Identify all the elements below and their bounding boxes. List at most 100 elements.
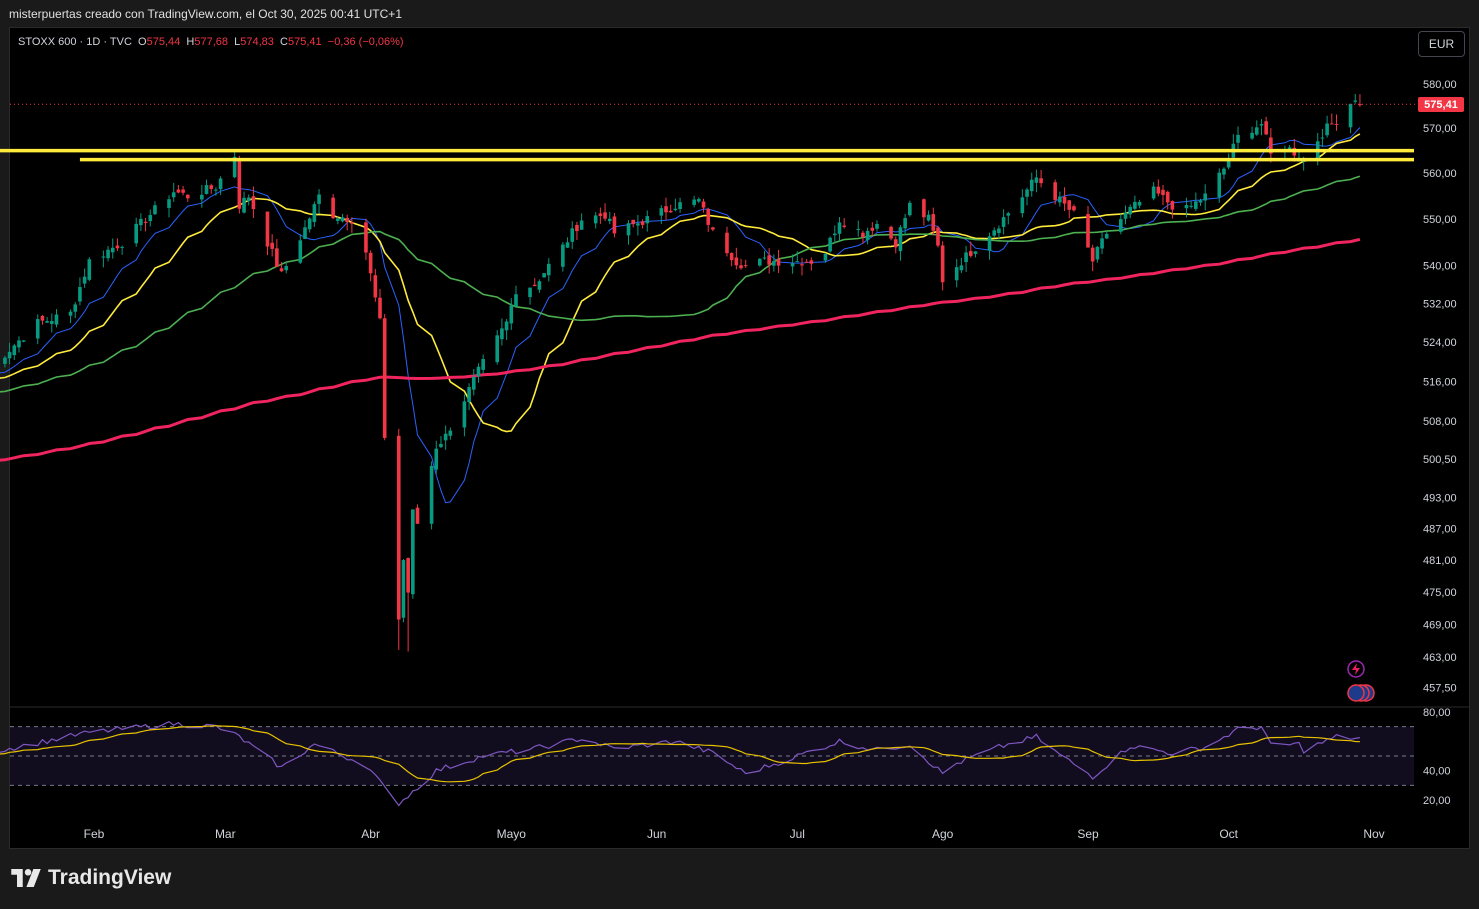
candle-body <box>1269 137 1273 154</box>
moving-average-line[interactable] <box>0 237 1361 462</box>
candle-body <box>1119 219 1123 232</box>
candle-body <box>631 219 635 225</box>
price-tick-label: 532,00 <box>1423 299 1457 311</box>
candle-body <box>368 252 373 274</box>
candle-body <box>336 218 340 221</box>
candle-body <box>1034 177 1039 183</box>
candle-body <box>964 252 968 263</box>
candle-body <box>898 227 903 252</box>
candle-body <box>209 185 214 189</box>
candle-body <box>1095 246 1100 260</box>
candle-body <box>997 228 1001 234</box>
currency-button[interactable]: EUR <box>1418 31 1465 57</box>
price-tick-label: 481,00 <box>1423 555 1457 567</box>
candle-body <box>973 251 978 254</box>
candle-body <box>922 199 926 218</box>
candle-body <box>495 335 500 363</box>
low-value: 574,83 <box>240 36 274 48</box>
rsi-tick-label: 40,00 <box>1423 766 1451 778</box>
candle-body <box>908 202 912 216</box>
candle-body <box>82 276 87 284</box>
candle-body <box>861 232 865 238</box>
lightning-icon-ring <box>1347 660 1365 678</box>
candle-body <box>1053 182 1057 200</box>
candle-body <box>406 558 410 593</box>
candle-body <box>139 218 143 226</box>
candle-body <box>265 211 270 247</box>
candle-body <box>514 294 518 307</box>
candle-body <box>204 185 209 194</box>
candle-body <box>429 465 434 524</box>
candle-body <box>434 448 439 470</box>
time-tick-label: Mar <box>215 827 236 841</box>
candle-body <box>439 443 443 448</box>
candle-body <box>7 351 12 359</box>
candle-body <box>1325 123 1329 136</box>
candle-body <box>1151 186 1156 199</box>
candle-body <box>936 227 940 246</box>
candle-body <box>579 220 584 230</box>
candle-body <box>1203 193 1208 201</box>
price-tick-label: 508,00 <box>1423 416 1457 428</box>
candle-body <box>21 340 26 342</box>
candle-body <box>54 314 59 325</box>
candle-body <box>959 265 964 271</box>
candle-body <box>340 217 345 222</box>
candle-body <box>1264 121 1268 135</box>
candle-body <box>171 192 176 198</box>
price-tick-label: 463,00 <box>1423 652 1457 664</box>
candle-body <box>772 261 776 266</box>
moving-average-line[interactable] <box>0 175 1361 393</box>
candle-body <box>134 223 139 244</box>
candle-body <box>1020 197 1025 214</box>
candle-body <box>378 297 382 319</box>
tradingview-brand[interactable]: TradingView <box>11 866 171 890</box>
low-label: L <box>234 36 241 48</box>
price-tick-label: 475,00 <box>1423 587 1457 599</box>
candle-body <box>561 244 565 267</box>
candle-body <box>697 199 701 202</box>
high-label: H <box>186 36 195 48</box>
symbol-label[interactable]: STOXX 600 · 1D · TVC <box>18 36 132 48</box>
candle-body <box>828 237 832 252</box>
events-icon[interactable] <box>1347 684 1375 702</box>
candle-body <box>659 208 664 216</box>
candle-body <box>776 259 781 266</box>
candle-body <box>701 201 706 208</box>
price-tick-label: 540,00 <box>1423 261 1457 273</box>
candle-body <box>481 359 485 370</box>
tradingview-logo-icon <box>11 869 41 887</box>
candle-body <box>148 215 153 222</box>
candle-body <box>546 263 551 276</box>
moving-average-line[interactable] <box>0 133 1361 433</box>
candle-body <box>1353 100 1358 102</box>
price-tick-label: 487,00 <box>1423 523 1457 535</box>
high-value: 577,68 <box>194 36 228 48</box>
candle-body <box>167 199 171 208</box>
candle-body <box>542 273 546 278</box>
candle-body <box>1194 201 1198 209</box>
candle-body <box>570 228 575 242</box>
candle-body <box>214 189 218 191</box>
candle-body <box>664 206 668 213</box>
candle-body <box>1137 202 1142 206</box>
candle-body <box>870 227 875 231</box>
lightning-icon[interactable] <box>1347 660 1365 678</box>
candle-body <box>1072 206 1076 211</box>
candle-body <box>711 227 715 230</box>
candle-body <box>1259 124 1264 126</box>
candle-body <box>364 222 368 253</box>
candle-body <box>1217 172 1222 198</box>
candle-body <box>218 178 223 190</box>
candle-body <box>3 357 7 364</box>
candle-body <box>350 222 354 224</box>
candle-body <box>725 232 729 254</box>
candle-body <box>865 230 870 241</box>
rsi-ma-line <box>0 725 1360 783</box>
candle-body <box>471 377 476 390</box>
candle-body <box>940 245 945 283</box>
candle-body <box>509 305 514 324</box>
candle-body <box>110 247 115 253</box>
candle-body <box>739 265 743 269</box>
